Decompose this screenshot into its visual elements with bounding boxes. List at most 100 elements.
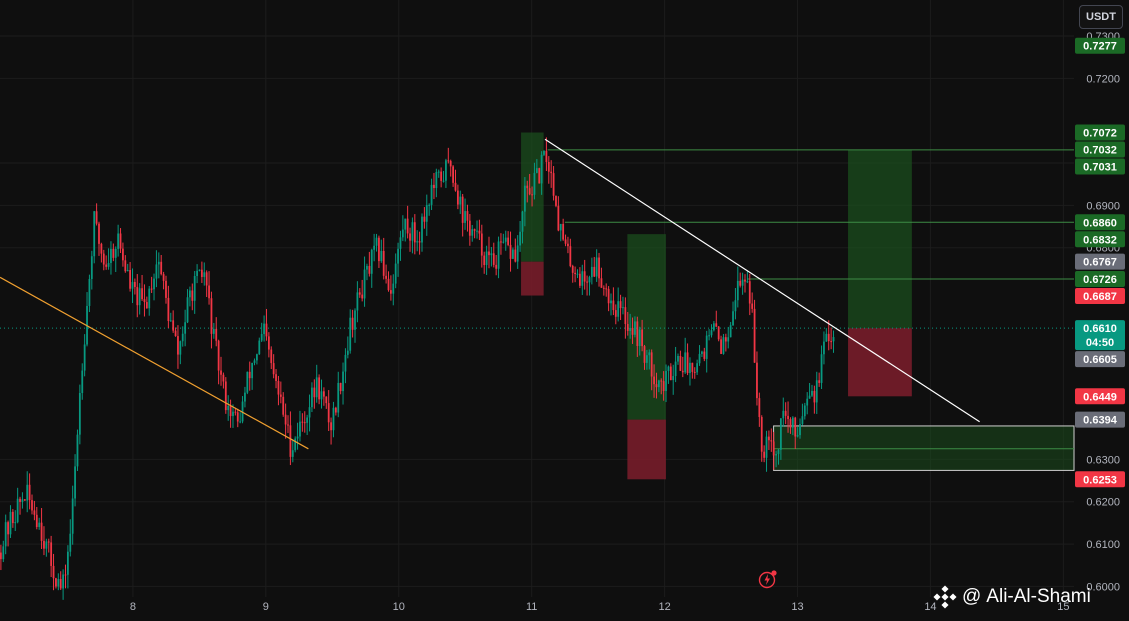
- candle-body-128: [306, 417, 309, 423]
- candle-body-332: [794, 417, 797, 437]
- price-axis: 0.73000.72000.70000.69000.68000.63000.62…: [1086, 31, 1120, 593]
- candle-body-165: [394, 263, 397, 284]
- candle-body-314: [751, 303, 754, 309]
- candle-body-10: [23, 499, 26, 501]
- candle-body-63: [150, 288, 153, 290]
- candle-body-345: [825, 333, 828, 342]
- price-label-7072-text: 0.7072: [1083, 128, 1117, 140]
- candle-body-108: [258, 340, 261, 355]
- candle-body-43: [102, 253, 105, 265]
- candle-body-198: [473, 229, 476, 231]
- candle-body-237: [567, 243, 569, 247]
- candle-body-58: [138, 288, 141, 306]
- candle-body-306: [732, 311, 734, 326]
- candle-body-326: [779, 418, 782, 450]
- candle-body-172: [411, 222, 414, 241]
- candle-body-88: [210, 298, 213, 334]
- candle-body-229: [547, 162, 550, 172]
- candle-body-125: [299, 421, 301, 437]
- candle-body-278: [665, 370, 667, 391]
- chart-grid: [0, 0, 1074, 597]
- candle-body-321: [768, 436, 770, 441]
- price-label-6832-text: 0.6832: [1083, 234, 1117, 246]
- candle-body-343: [820, 354, 823, 383]
- candle-body-151: [361, 294, 364, 299]
- candle-body-287: [686, 352, 689, 374]
- candle-body-215: [514, 249, 517, 262]
- candle-body-129: [308, 407, 311, 418]
- candle-body-19: [45, 541, 48, 549]
- candle-body-297: [710, 330, 713, 336]
- candle-body-302: [722, 337, 725, 354]
- candle-body-290: [693, 371, 696, 373]
- candle-body-177: [423, 216, 426, 222]
- candle-body-28: [66, 551, 69, 575]
- candle-body-299: [715, 323, 718, 327]
- price-label-6860: [1075, 214, 1125, 231]
- candle-body-224: [535, 168, 538, 173]
- watermark-at: @: [962, 586, 982, 607]
- candle-body-7: [16, 498, 19, 523]
- candle-body-73: [174, 330, 177, 337]
- candle-body-276: [660, 380, 663, 382]
- candle-body-37: [88, 278, 91, 306]
- candle-body-57: [136, 286, 139, 306]
- candle-body-238: [569, 246, 572, 267]
- price-label-6767: [1075, 253, 1125, 270]
- candle-body-0: [0, 552, 2, 560]
- candle-body-86: [205, 272, 208, 286]
- candle-body-331: [791, 417, 794, 428]
- candle-body-231: [552, 173, 555, 196]
- candle-body-309: [739, 280, 742, 286]
- candle-body-1: [2, 546, 5, 560]
- price-label-6253-text: 0.6253: [1083, 474, 1117, 486]
- candle-body-186: [445, 160, 447, 181]
- candle-body-59: [141, 288, 143, 300]
- candle-body-106: [253, 360, 256, 363]
- candle-body-145: [346, 350, 349, 355]
- candle-body-53: [126, 269, 129, 272]
- candle-body-64: [153, 278, 155, 290]
- candle-body-213: [509, 244, 512, 259]
- candle-body-226: [540, 154, 543, 184]
- candle-body-191: [456, 190, 459, 205]
- candle-body-340: [813, 390, 816, 403]
- price-label-6605: [1075, 351, 1125, 368]
- candle-body-135: [322, 391, 325, 397]
- candle-body-40: [95, 211, 98, 224]
- candle-body-269: [643, 346, 646, 363]
- y-tick-0.6300: 0.6300: [1086, 454, 1120, 466]
- candle-body-96: [229, 405, 232, 417]
- x-tick-8: 8: [130, 601, 136, 613]
- candle-body-264: [631, 327, 634, 335]
- candle-body-52: [124, 260, 127, 272]
- candlesticks: [0, 137, 835, 600]
- price-label-7031: [1075, 158, 1125, 175]
- currency-button[interactable]: USDT: [1079, 5, 1123, 29]
- candle-body-291: [696, 363, 699, 373]
- candle-body-3: [7, 522, 9, 535]
- position-zones: [521, 132, 1075, 480]
- candle-body-212: [507, 237, 510, 245]
- candle-body-260: [622, 307, 624, 309]
- candle-body-101: [241, 401, 244, 422]
- candle-body-330: [789, 419, 792, 428]
- candle-body-194: [464, 211, 466, 223]
- candle-body-335: [801, 416, 804, 424]
- candle-body-310: [741, 279, 744, 286]
- candle-body-44: [105, 264, 108, 267]
- lightning-icon[interactable]: [758, 569, 778, 589]
- candle-body-308: [736, 280, 739, 301]
- candle-body-23: [55, 578, 57, 587]
- candle-body-180: [430, 184, 433, 205]
- candle-body-272: [650, 352, 653, 377]
- candle-body-27: [64, 574, 67, 576]
- candle-body-121: [289, 425, 292, 457]
- trendlines[interactable]: [0, 138, 980, 450]
- candle-body-144: [344, 354, 347, 372]
- candle-body-169: [404, 218, 407, 230]
- candle-body-206: [492, 253, 495, 265]
- candle-body-203: [485, 251, 488, 266]
- candle-body-160: [382, 250, 385, 276]
